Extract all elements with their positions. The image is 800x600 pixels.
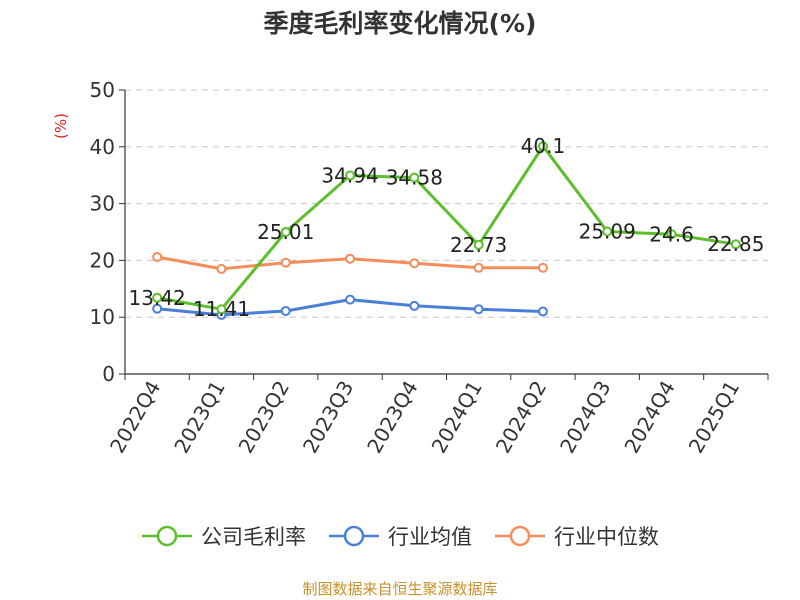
x-tick-label: 2023Q1 bbox=[169, 377, 229, 458]
data-label: 13.42 bbox=[129, 286, 186, 310]
data-point bbox=[280, 257, 291, 268]
x-tick-label: 2024Q3 bbox=[555, 377, 615, 458]
data-point bbox=[409, 258, 420, 269]
x-tick-label: 2023Q2 bbox=[234, 377, 294, 458]
y-tick-label: 20 bbox=[90, 248, 115, 272]
data-label: 22.73 bbox=[450, 233, 507, 257]
x-tick-label: 2023Q4 bbox=[362, 377, 422, 458]
x-tick-label: 2025Q1 bbox=[684, 377, 744, 458]
data-label: 40.1 bbox=[521, 134, 566, 158]
data-label: 34.58 bbox=[386, 166, 443, 190]
legend: 公司毛利率 行业均值 行业中位数 bbox=[0, 521, 800, 551]
y-tick-label: 10 bbox=[90, 305, 115, 329]
data-point bbox=[345, 170, 356, 181]
data-point bbox=[473, 239, 484, 250]
legend-label: 行业中位数 bbox=[554, 525, 659, 549]
legend-item: 公司毛利率 bbox=[141, 521, 306, 551]
data-label: 34.94 bbox=[321, 164, 378, 188]
data-point bbox=[152, 251, 163, 262]
data-label: 25.01 bbox=[257, 220, 314, 244]
legend-item: 行业中位数 bbox=[494, 521, 659, 551]
data-point bbox=[473, 262, 484, 273]
legend-swatch-marker bbox=[343, 525, 365, 547]
data-point bbox=[280, 305, 291, 316]
data-label: 11.41 bbox=[193, 297, 250, 321]
axes: 0 10 20 30 40 50 2022Q4 2023Q1 2023Q2 2023Q3 2023Q… bbox=[90, 78, 769, 458]
legend-label: 公司毛利率 bbox=[201, 525, 306, 549]
data-point bbox=[602, 226, 613, 237]
data-point bbox=[537, 306, 548, 317]
data-label: 24.6 bbox=[649, 222, 694, 246]
legend-item: 行业均值 bbox=[328, 521, 472, 551]
data-point bbox=[666, 229, 677, 240]
y-tick-label: 0 bbox=[102, 362, 115, 386]
legend-swatch bbox=[329, 525, 379, 547]
data-point bbox=[216, 263, 227, 274]
source-note: 制图数据来自恒生聚源数据库 bbox=[302, 580, 498, 598]
data-point bbox=[473, 304, 484, 315]
y-tick-label: 30 bbox=[90, 192, 115, 216]
x-tick-label: 2024Q2 bbox=[491, 377, 551, 458]
data-point bbox=[537, 262, 548, 273]
legend-swatch bbox=[142, 525, 192, 547]
data-label: 22.85 bbox=[707, 232, 764, 256]
chart-title: 季度毛利率变化情况(%) bbox=[263, 9, 537, 38]
data-point bbox=[345, 253, 356, 264]
data-point bbox=[345, 294, 356, 305]
legend-swatch-marker bbox=[156, 525, 178, 547]
y-axis-label: (%) bbox=[52, 113, 70, 139]
legend-swatch-marker bbox=[509, 525, 531, 547]
data-point bbox=[216, 304, 227, 315]
x-tick-label: 2024Q1 bbox=[427, 377, 487, 458]
y-tick-label: 40 bbox=[90, 135, 115, 159]
data-point bbox=[409, 300, 420, 311]
data-point bbox=[537, 141, 548, 152]
data-point bbox=[280, 226, 291, 237]
x-tick-label: 2023Q3 bbox=[298, 377, 358, 458]
data-label: 25.09 bbox=[579, 219, 636, 243]
data-point bbox=[152, 303, 163, 314]
data-point bbox=[152, 292, 163, 303]
data-point bbox=[409, 172, 420, 183]
series-lines bbox=[152, 141, 741, 320]
data-point bbox=[730, 239, 741, 250]
y-tick-label: 50 bbox=[90, 78, 115, 102]
grid-lines bbox=[125, 89, 768, 318]
data-labels: 13.42 11.41 25.01 34.94 34.58 22.73 40.1 25.09 2… bbox=[129, 134, 765, 321]
legend-label: 行业均值 bbox=[388, 525, 472, 549]
x-tick-label: 2024Q4 bbox=[619, 377, 679, 458]
legend-swatch bbox=[495, 525, 545, 547]
x-tick-label: 2022Q4 bbox=[105, 377, 165, 458]
series-line bbox=[156, 144, 737, 311]
